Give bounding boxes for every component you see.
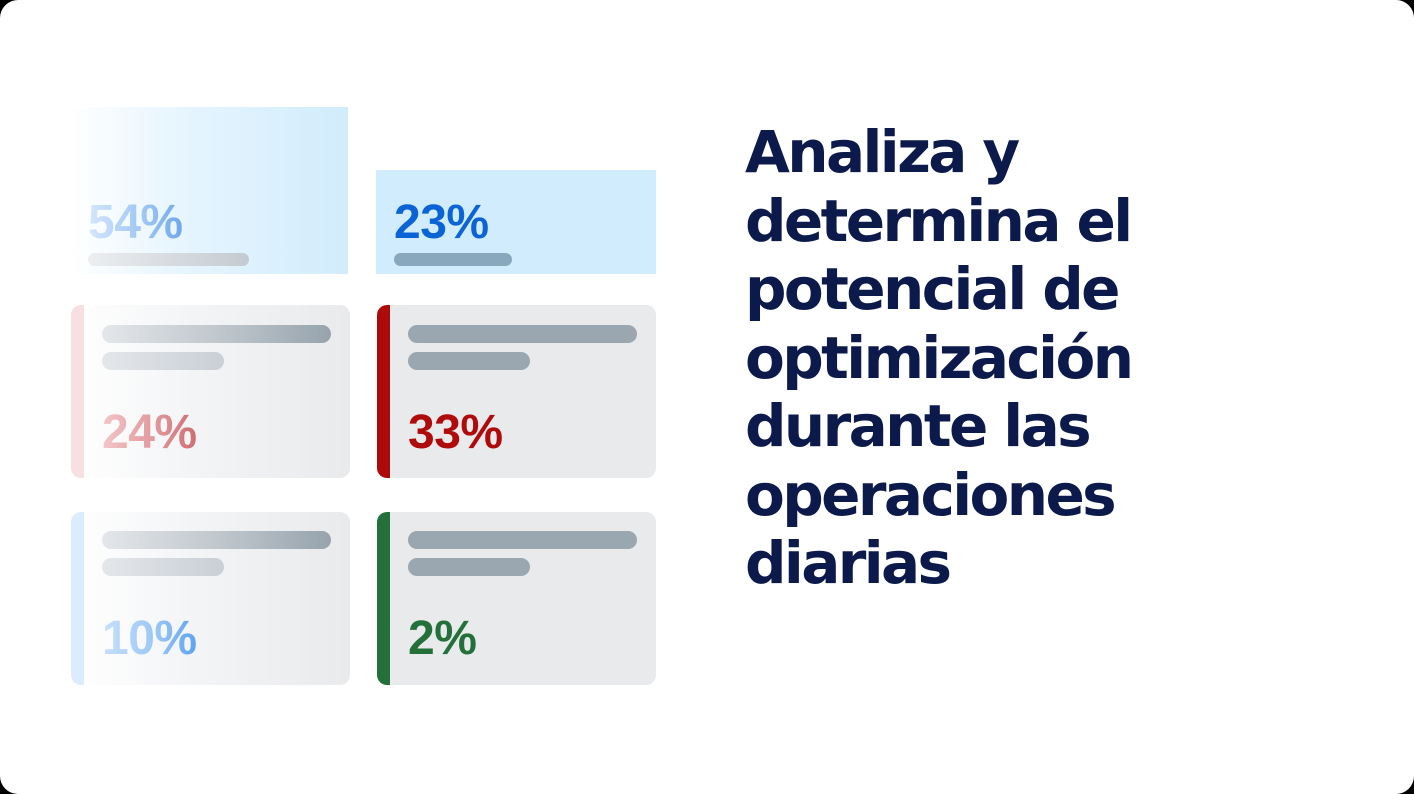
headline-line: durante las [745, 392, 1092, 460]
metric-tile-23: 23% [376, 170, 656, 274]
headline-line: optimización [745, 323, 1134, 392]
placeholder-bar [408, 558, 530, 576]
metric-value: 24% [102, 406, 197, 459]
headline: Analiza y determina el potencial de opti… [745, 118, 1365, 598]
placeholder-bar [394, 253, 512, 266]
accent-stripe [71, 305, 84, 478]
metric-tile-2: 2% [377, 512, 656, 685]
metric-tile-24: 24% [71, 305, 350, 478]
metric-value: 33% [408, 406, 503, 459]
headline-line: potencial de [745, 255, 1120, 323]
metric-tile-10: 10% [71, 512, 350, 685]
accent-stripe [377, 512, 390, 685]
metric-tile-33: 33% [377, 305, 656, 478]
placeholder-bar [408, 531, 637, 549]
placeholder-bar [102, 558, 224, 576]
metric-value: 54% [88, 196, 183, 249]
headline-line: determina el [745, 186, 1133, 255]
accent-stripe [71, 512, 84, 685]
placeholder-bar [102, 531, 331, 549]
accent-stripe [377, 305, 390, 478]
placeholder-bar [408, 325, 637, 343]
placeholder-bar [408, 352, 530, 370]
headline-line: diarias [745, 529, 952, 597]
placeholder-bar [102, 325, 331, 343]
placeholder-bar [88, 253, 249, 266]
placeholder-bar [102, 352, 224, 370]
metric-value: 23% [394, 196, 489, 249]
headline-line: Analiza y [745, 118, 1020, 186]
metric-tile-54: 54% [70, 107, 348, 274]
metric-value: 2% [408, 612, 477, 665]
headline-line: operaciones [745, 460, 1117, 529]
metric-value: 10% [102, 612, 197, 665]
